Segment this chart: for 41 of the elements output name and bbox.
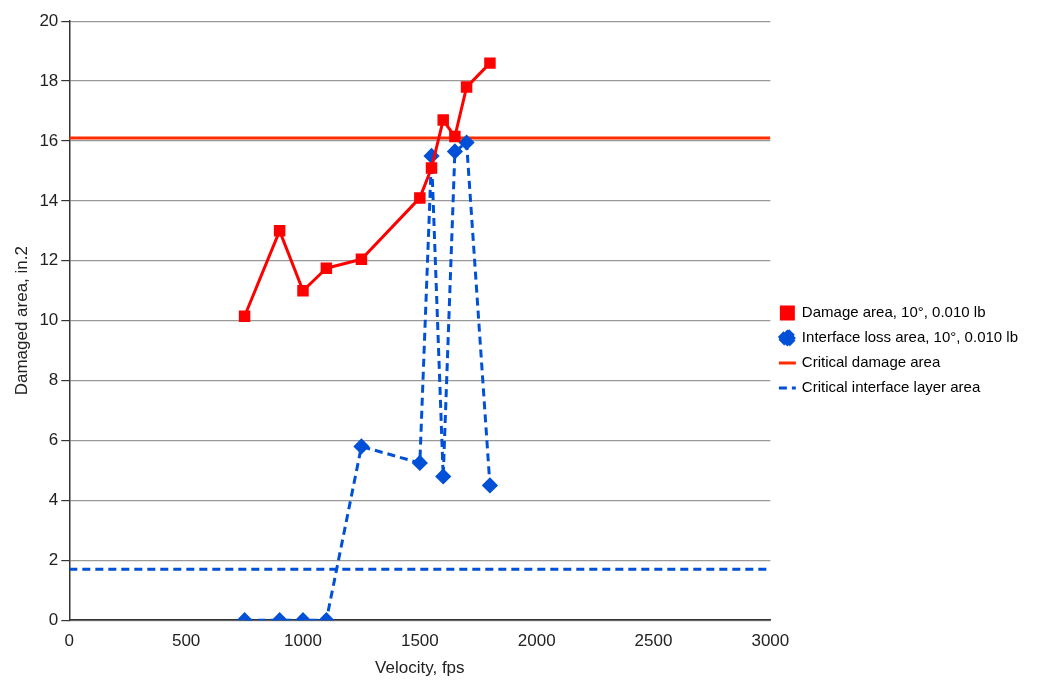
point (353, 438, 369, 454)
x-tick-label: 3000 (751, 631, 790, 651)
point (297, 285, 309, 297)
y-tick-label: 18 (39, 70, 59, 90)
point (320, 262, 333, 275)
legend-label: Critical damage area (801, 353, 941, 371)
point (484, 57, 496, 69)
y-tick-label: 12 (39, 250, 59, 270)
y-axis-title: Damaged area, in.2 (11, 246, 31, 396)
legend-label: Critical interface layer area (801, 378, 981, 396)
point (447, 143, 463, 159)
x-tick-label: 0 (64, 631, 75, 651)
x-tick-label: 500 (171, 631, 201, 651)
x-tick-label: 2500 (634, 631, 673, 651)
point (414, 192, 426, 204)
y-tick-label: 16 (39, 130, 59, 150)
point (412, 455, 428, 471)
y-tick-label: 10 (39, 310, 59, 330)
x-axis-title: Velocity, fps (375, 658, 465, 678)
point (425, 162, 438, 174)
y-tick-label: 6 (48, 430, 59, 450)
point (238, 310, 251, 322)
point (435, 468, 451, 484)
point (355, 253, 368, 266)
point (460, 81, 473, 93)
y-tick-label: 4 (48, 490, 59, 510)
x-tick-label: 1000 (284, 631, 322, 651)
legend-label: Damage area, 10°, 0.010 lb (801, 303, 986, 321)
point (482, 477, 498, 493)
x-tick-label: 2000 (517, 631, 556, 651)
legend-label: Interface loss area, 10°, 0.010 lb (801, 328, 1019, 346)
point (437, 114, 449, 126)
x-tick-label: 1500 (400, 631, 439, 651)
point (449, 130, 461, 143)
point (273, 225, 286, 237)
point (459, 135, 475, 150)
y-tick-label: 14 (39, 190, 59, 210)
y-tick-label: 20 (39, 10, 59, 30)
y-tick-label: 8 (48, 370, 59, 390)
y-tick-label: 2 (48, 549, 59, 569)
y-tick-label: 0 (48, 609, 59, 629)
